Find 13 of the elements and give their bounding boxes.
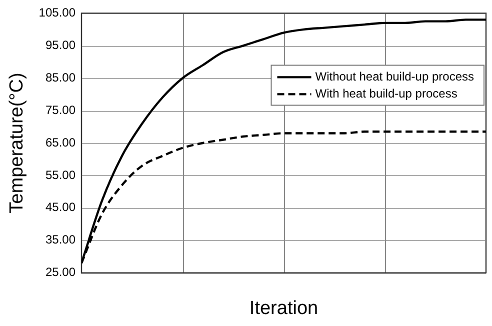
- y-tick-label: 105.00: [38, 6, 76, 20]
- x-axis-title: Iteration: [249, 298, 318, 319]
- y-tick-label: 45.00: [45, 200, 76, 214]
- y-tick-label: 65.00: [45, 135, 76, 150]
- legend-label: Without heat build-up process: [315, 70, 474, 84]
- y-tick-label: 55.00: [45, 168, 76, 182]
- y-tick-label: 75.00: [45, 102, 76, 117]
- y-tick-label: 85.00: [45, 70, 76, 84]
- y-tick-label: 35.00: [45, 232, 76, 247]
- legend-label: With heat build-up process: [315, 86, 458, 101]
- y-axis-title: Temperature(°C): [6, 72, 28, 214]
- y-tick-label: 25.00: [45, 265, 76, 280]
- y-tick-label: 95.00: [45, 38, 76, 52]
